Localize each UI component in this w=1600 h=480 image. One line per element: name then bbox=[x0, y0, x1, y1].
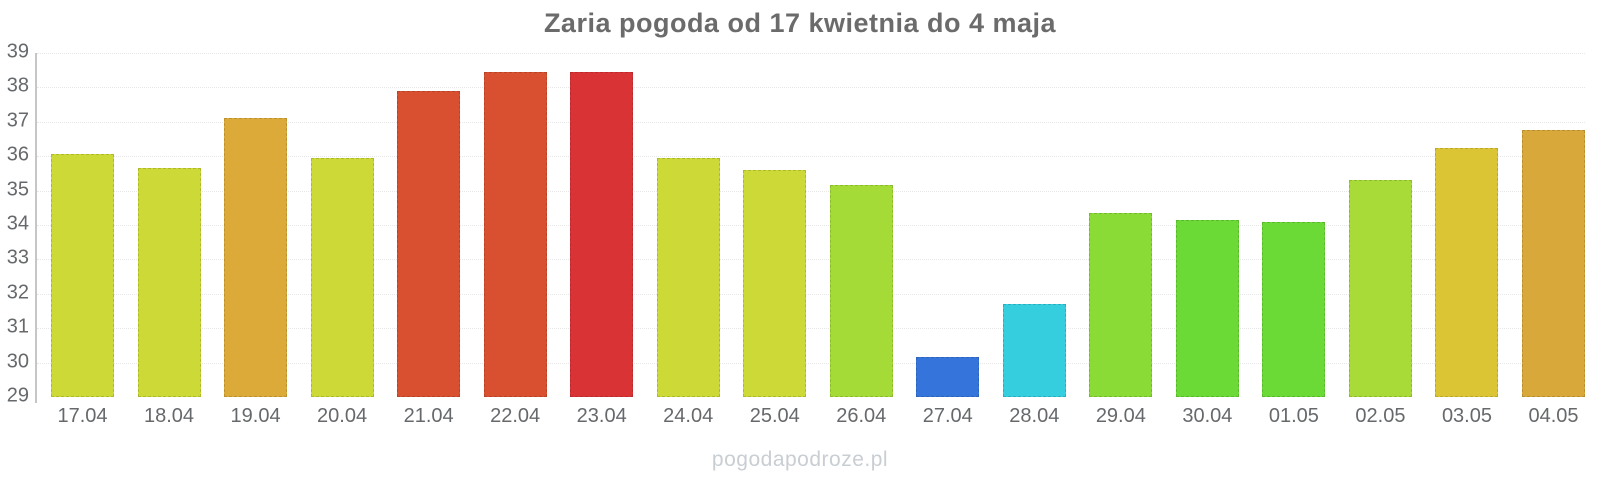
bar-30.04 bbox=[1175, 219, 1239, 397]
gridline-31 bbox=[37, 328, 1585, 330]
bar-26.04 bbox=[829, 185, 893, 397]
bar-23.04 bbox=[570, 71, 634, 397]
gridline-33 bbox=[37, 259, 1585, 261]
y-tick-label-30: 30 bbox=[6, 350, 29, 373]
x-tick-label-17.04: 17.04 bbox=[57, 405, 108, 427]
x-tick-label-04.05: 04.05 bbox=[1528, 405, 1579, 427]
x-tick-label-23.04: 23.04 bbox=[576, 405, 627, 427]
y-tick-label-29: 29 bbox=[6, 384, 29, 407]
bar-27.04 bbox=[916, 357, 980, 397]
gridline-30 bbox=[37, 362, 1585, 364]
x-tick-label-30.04: 30.04 bbox=[1182, 405, 1233, 427]
y-tick-label-38: 38 bbox=[6, 74, 29, 97]
x-tick-label-25.04: 25.04 bbox=[749, 405, 800, 427]
gridline-38 bbox=[37, 87, 1585, 89]
y-axis-line bbox=[35, 53, 37, 403]
gridline-37 bbox=[37, 121, 1585, 123]
y-tick-label-37: 37 bbox=[6, 109, 29, 132]
x-tick-label-27.04: 27.04 bbox=[922, 405, 973, 427]
plot-area: 29 30 31 32 33 34 35 36 37 38 39 17.04 18.04 19.04 20… bbox=[7, 41, 1585, 427]
y-tick-label-35: 35 bbox=[6, 178, 29, 201]
bar-22.04 bbox=[483, 71, 547, 397]
bar-21.04 bbox=[397, 90, 461, 397]
gridline-34 bbox=[37, 225, 1585, 226]
x-tick-label-28.04: 28.04 bbox=[1009, 405, 1060, 427]
bar-03.05 bbox=[1435, 147, 1499, 397]
x-tick-label-20.04: 20.04 bbox=[317, 405, 368, 427]
watermark: pogodapodroze.pl bbox=[711, 448, 889, 471]
x-tick-label-22.04: 22.04 bbox=[490, 405, 541, 427]
bar-17.04 bbox=[51, 154, 114, 397]
bar-24.04 bbox=[656, 157, 720, 397]
x-tick-label-19.04: 19.04 bbox=[230, 405, 281, 427]
gridline-36 bbox=[37, 156, 1585, 158]
gridline-39 bbox=[37, 53, 1585, 54]
gridline-35 bbox=[37, 190, 1585, 192]
bar-28.04 bbox=[1002, 304, 1066, 397]
bar-19.04 bbox=[224, 118, 288, 397]
bar-20.04 bbox=[310, 157, 374, 397]
x-tick-label-02.05: 02.05 bbox=[1355, 405, 1406, 427]
x-tick-label-01.05: 01.05 bbox=[1268, 405, 1319, 427]
y-tick-label-34: 34 bbox=[6, 212, 29, 235]
bar-02.05 bbox=[1348, 180, 1412, 397]
x-tick-label-26.04: 26.04 bbox=[836, 405, 887, 427]
gridline-32 bbox=[37, 293, 1585, 295]
bar-25.04 bbox=[743, 169, 807, 397]
bar-04.05 bbox=[1522, 130, 1585, 397]
bar-29.04 bbox=[1089, 212, 1153, 397]
y-tick-label-31: 31 bbox=[6, 315, 29, 338]
y-tick-label-36: 36 bbox=[6, 143, 29, 166]
y-tick-label-39: 39 bbox=[6, 40, 29, 63]
x-tick-label-29.04: 29.04 bbox=[1095, 405, 1146, 427]
bar-01.05 bbox=[1262, 221, 1326, 397]
x-tick-label-24.04: 24.04 bbox=[663, 405, 714, 427]
y-tick-label-32: 32 bbox=[6, 281, 29, 304]
chart-title: Zaria pogoda od 17 kwietnia do 4 maja bbox=[543, 8, 1057, 38]
bar-18.04 bbox=[137, 168, 201, 397]
y-tick-label-33: 33 bbox=[6, 246, 29, 269]
x-tick-label-18.04: 18.04 bbox=[143, 405, 195, 427]
x-tick-label-03.05: 03.05 bbox=[1441, 405, 1492, 427]
x-tick-label-21.04: 21.04 bbox=[403, 405, 454, 427]
